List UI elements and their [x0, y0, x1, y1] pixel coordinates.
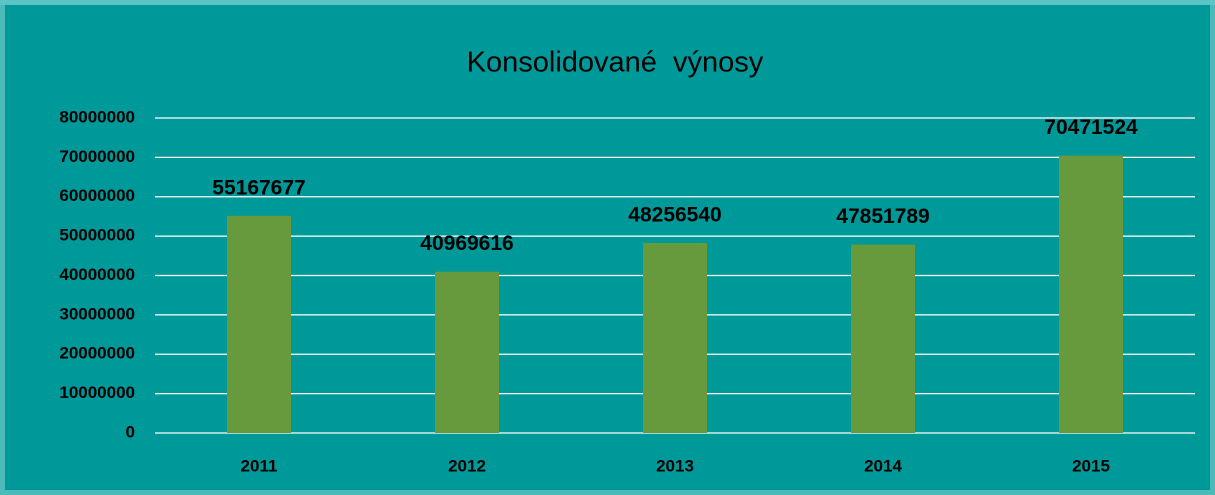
- data-label: 70471524: [1044, 116, 1138, 139]
- x-tick-label: 2015: [1072, 456, 1110, 475]
- y-tick-label: 40000000: [59, 265, 135, 284]
- y-tick-label: 80000000: [59, 107, 135, 126]
- chart-title: Konsolidované výnosy: [467, 47, 764, 79]
- data-label: 55167677: [212, 176, 305, 199]
- bar: [851, 244, 915, 433]
- data-label: 47851789: [836, 205, 929, 228]
- y-tick-label: 30000000: [59, 304, 135, 323]
- bar: [435, 271, 499, 433]
- x-tick-label: 2013: [656, 456, 694, 475]
- data-label: 40969616: [420, 232, 513, 255]
- x-tick-label: 2012: [448, 456, 486, 475]
- y-tick-label: 0: [126, 422, 135, 441]
- y-tick-label: 70000000: [59, 147, 135, 166]
- x-tick-label: 2014: [864, 456, 902, 475]
- data-label: 48256540: [628, 204, 721, 227]
- y-tick-label: 20000000: [59, 344, 135, 363]
- top-edge: [0, 0, 1215, 5]
- bar: [227, 215, 291, 433]
- y-tick-label: 60000000: [59, 186, 135, 205]
- bar: [643, 242, 707, 433]
- x-tick-label: 2011: [241, 456, 278, 475]
- y-tick-label: 10000000: [59, 383, 135, 402]
- bar: [1059, 155, 1123, 433]
- y-tick-label: 50000000: [59, 226, 135, 245]
